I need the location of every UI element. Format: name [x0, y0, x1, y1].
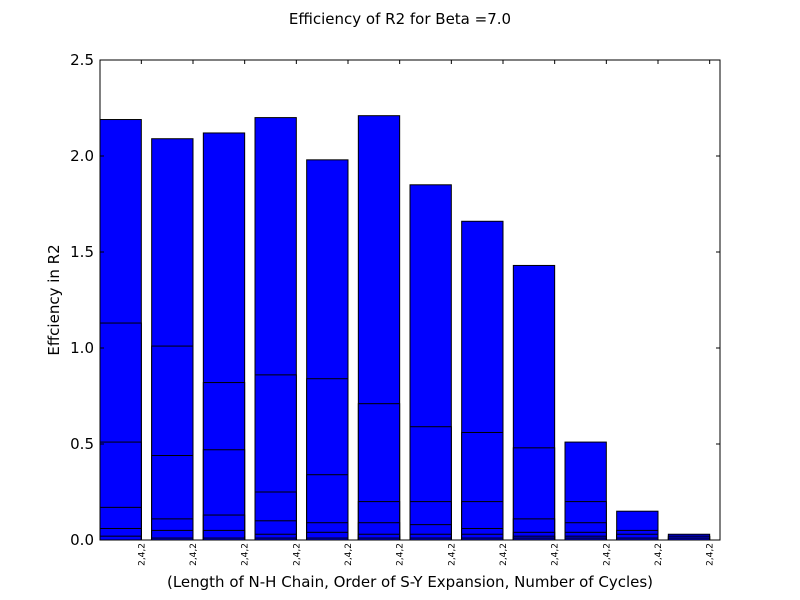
y-tick-label: 1.5 [70, 243, 94, 261]
x-tick-label: 2,4,2 [292, 543, 302, 566]
x-tick-label: 2,4,2 [189, 543, 199, 566]
x-tick-label: 2,4,2 [499, 543, 509, 566]
y-tick-label: 1.0 [70, 339, 94, 357]
y-tick-label: 2.0 [70, 147, 94, 165]
y-tick-label: 0.0 [70, 531, 94, 549]
x-axis-label: (Length of N-H Chain, Order of S-Y Expan… [167, 573, 653, 591]
x-axis: 2,4,2 2,4,2 2,4,2 2,4,2 2,4,2 2,4,2 2,4,2 2,4,2… [137, 60, 716, 566]
x-tick-label: 2,4,2 [654, 543, 664, 566]
x-tick-label: 2,4,2 [137, 543, 147, 566]
x-tick-label: 2,4,2 [602, 543, 612, 566]
y-axis-label: Effciency in R2 [45, 244, 63, 355]
chart-title: Efficiency of R2 for Beta =7.0 [289, 10, 511, 28]
y-axis: 0.0 0.5 1.0 1.5 2.0 2.5 [70, 51, 720, 549]
bars-group [99, 115, 711, 541]
y-tick-label: 2.5 [70, 51, 94, 69]
x-tick-label: 2,4,2 [706, 543, 716, 566]
x-tick-label: 2,4,2 [551, 543, 561, 566]
x-tick-label: 2,4,2 [241, 543, 251, 566]
x-tick-label: 2,4,2 [344, 543, 354, 566]
x-tick-label: 2,4,2 [447, 543, 457, 566]
bar-1-layer-6 [99, 535, 142, 541]
plot-frame [99, 59, 721, 541]
x-tick-label: 2,4,2 [396, 543, 406, 566]
y-tick-label: 0.5 [70, 435, 94, 453]
